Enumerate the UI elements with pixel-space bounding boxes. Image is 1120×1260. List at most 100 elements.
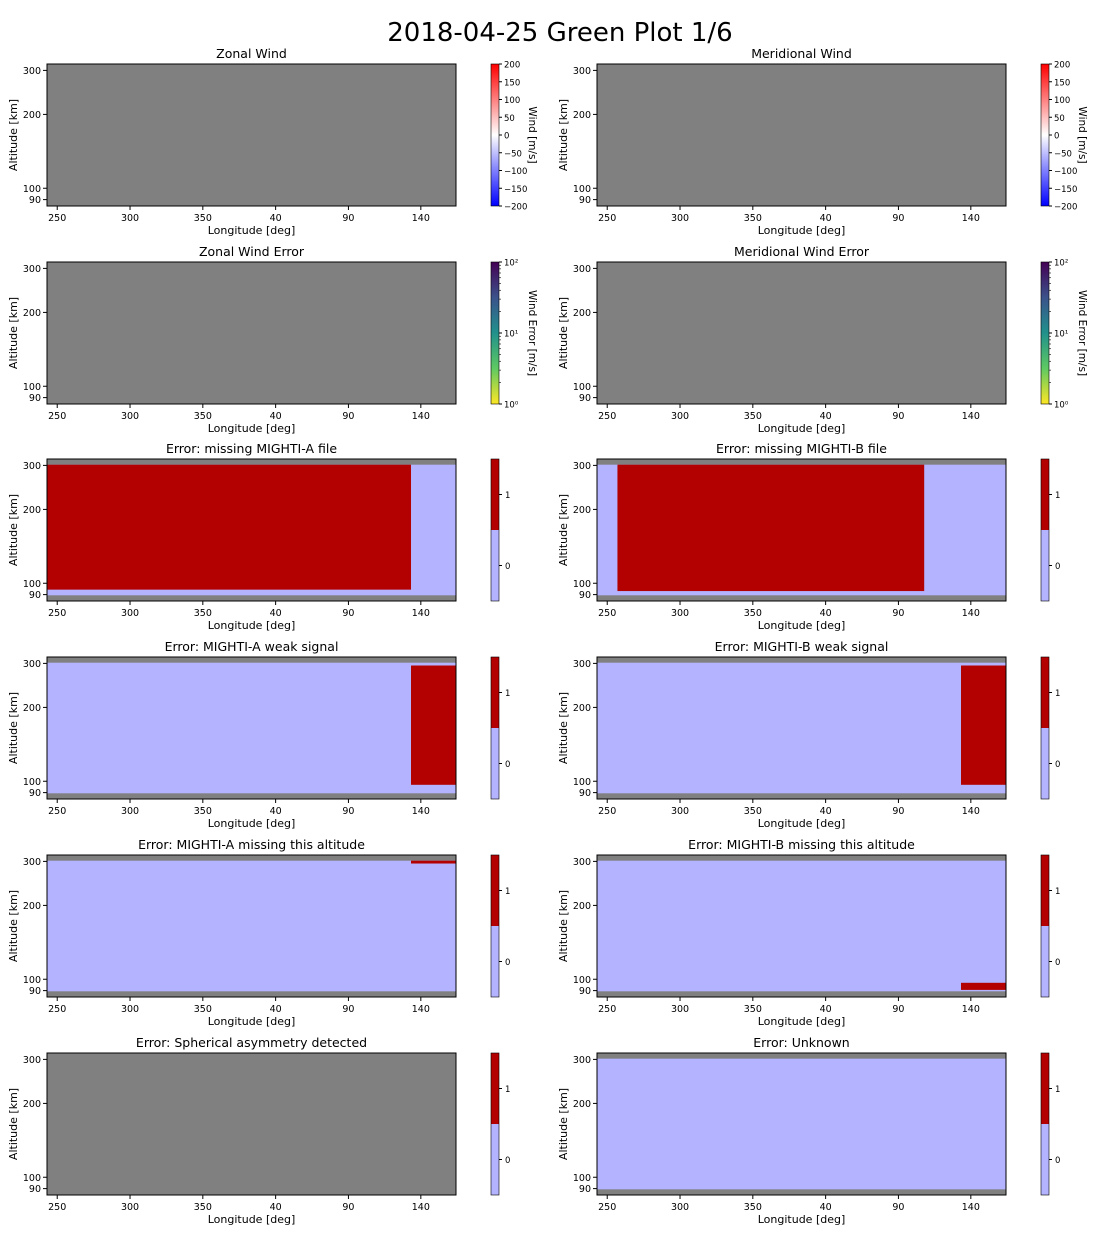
colorbar-tick-label: 0 bbox=[504, 132, 509, 142]
colorbar bbox=[490, 261, 500, 405]
y-tick-label: 200 bbox=[573, 901, 591, 912]
y-tick-label: 90 bbox=[29, 986, 41, 997]
x-axis-label: Longitude [deg] bbox=[208, 817, 296, 830]
colorbar bbox=[1040, 261, 1050, 405]
panel-title: Meridional Wind Error bbox=[734, 244, 870, 259]
x-tick-label: 300 bbox=[121, 1004, 139, 1015]
x-tick-label: 350 bbox=[194, 608, 212, 619]
panel-title: Error: missing MIGHTI-A file bbox=[166, 441, 337, 456]
x-tick-label: 140 bbox=[412, 213, 430, 224]
panel-12: Error: Unknown 250 300 350 40 90 140 Longitude … bbox=[557, 1035, 1060, 1226]
y-tick-label: 100 bbox=[573, 382, 591, 393]
colorbar bbox=[1040, 854, 1050, 998]
x-axis-label: Longitude [deg] bbox=[758, 619, 846, 632]
y-tick-label: 100 bbox=[573, 184, 591, 195]
colorbar-segment-on bbox=[1041, 657, 1049, 728]
colorbar bbox=[1040, 63, 1050, 207]
colorbar bbox=[1040, 656, 1050, 800]
colorbar-segment-on bbox=[491, 657, 499, 728]
y-tick-label: 300 bbox=[573, 857, 591, 868]
colorbar-tick-label: −150 bbox=[1054, 185, 1077, 195]
x-tick-label: 350 bbox=[744, 213, 762, 224]
colorbar-tick-label: 1 bbox=[1055, 689, 1060, 699]
colorbar-segment-on bbox=[1041, 459, 1049, 530]
panel-2: Meridional Wind 250 300 350 40 90 140 Longitude… bbox=[557, 46, 1088, 237]
colorbar-segment-off bbox=[1041, 728, 1049, 799]
x-tick-label: 40 bbox=[820, 608, 832, 619]
panel-title: Error: missing MIGHTI-B file bbox=[716, 441, 887, 456]
x-tick-label: 250 bbox=[598, 213, 616, 224]
colorbar-label: Wind Error [m/s] bbox=[1076, 290, 1088, 376]
colorbar bbox=[1040, 458, 1050, 602]
colorbar-tick-label: 100 bbox=[1054, 96, 1070, 106]
colorbar-tick-label: 0 bbox=[505, 562, 510, 572]
panel-1: Zonal Wind 250 300 350 40 90 140 Longitude [deg… bbox=[7, 46, 538, 237]
colorbar-tick-label: 1 bbox=[505, 689, 510, 699]
y-tick-label: 100 bbox=[23, 579, 41, 590]
x-axis-label: Longitude [deg] bbox=[208, 1015, 296, 1028]
colorbar-tick-label: 1 bbox=[505, 887, 510, 897]
flag-off-area bbox=[47, 662, 456, 794]
x-tick-label: 250 bbox=[598, 1004, 616, 1015]
x-tick-label: 140 bbox=[412, 411, 430, 422]
panel-title: Error: Unknown bbox=[753, 1035, 849, 1050]
y-tick-label: 300 bbox=[573, 1055, 591, 1066]
colorbar-segment-on bbox=[491, 855, 499, 926]
y-tick-label: 300 bbox=[23, 461, 41, 472]
x-tick-label: 90 bbox=[892, 608, 904, 619]
colorbar-tick-label: −50 bbox=[504, 149, 522, 159]
no-data-area bbox=[597, 262, 1006, 404]
x-axis-label: Longitude [deg] bbox=[758, 817, 846, 830]
colorbar-segment-off bbox=[491, 926, 499, 997]
y-tick-label: 200 bbox=[573, 1099, 591, 1110]
y-tick-label: 90 bbox=[579, 986, 591, 997]
y-tick-label: 300 bbox=[573, 264, 591, 275]
y-tick-label: 100 bbox=[573, 975, 591, 986]
x-tick-label: 250 bbox=[598, 608, 616, 619]
axes-frame bbox=[596, 458, 1007, 602]
x-tick-label: 90 bbox=[342, 411, 354, 422]
y-tick-label: 100 bbox=[23, 1173, 41, 1184]
x-axis-label: Longitude [deg] bbox=[758, 422, 846, 435]
x-tick-label: 300 bbox=[121, 213, 139, 224]
y-axis-label: Altitude [km] bbox=[7, 890, 20, 962]
y-tick-label: 200 bbox=[573, 505, 591, 516]
colorbar-tick-label: 0 bbox=[1054, 132, 1059, 142]
y-tick-label: 90 bbox=[579, 1184, 591, 1195]
x-tick-label: 90 bbox=[342, 806, 354, 817]
flag-region-1 bbox=[961, 982, 1006, 990]
x-tick-label: 40 bbox=[270, 608, 282, 619]
colorbar-tick-label: −150 bbox=[504, 185, 527, 195]
x-tick-label: 350 bbox=[744, 411, 762, 422]
x-tick-label: 90 bbox=[342, 1004, 354, 1015]
y-tick-label: 90 bbox=[29, 590, 41, 601]
x-tick-label: 350 bbox=[744, 608, 762, 619]
x-tick-label: 250 bbox=[48, 213, 66, 224]
no-data-area bbox=[47, 64, 456, 206]
y-tick-label: 200 bbox=[23, 308, 41, 319]
colorbar-tick-label: 200 bbox=[1054, 61, 1070, 71]
y-tick-label: 90 bbox=[579, 393, 591, 404]
x-tick-label: 40 bbox=[270, 1202, 282, 1213]
y-axis-label: Altitude [km] bbox=[557, 1088, 570, 1160]
x-tick-label: 350 bbox=[194, 213, 212, 224]
x-tick-label: 140 bbox=[962, 411, 980, 422]
x-tick-label: 140 bbox=[962, 1202, 980, 1213]
colorbar bbox=[490, 854, 500, 998]
y-tick-label: 200 bbox=[23, 505, 41, 516]
flag-region-1 bbox=[411, 665, 456, 785]
flag-region-1 bbox=[617, 464, 925, 592]
colorbar-tick-label: 1 bbox=[1055, 887, 1060, 897]
x-tick-label: 140 bbox=[962, 213, 980, 224]
colorbar-label: Wind [m/s] bbox=[526, 106, 538, 163]
colorbar-tick-label: 50 bbox=[1054, 114, 1065, 124]
x-tick-label: 140 bbox=[962, 806, 980, 817]
x-tick-label: 90 bbox=[892, 411, 904, 422]
x-tick-label: 140 bbox=[412, 1004, 430, 1015]
flag-region-1 bbox=[411, 860, 456, 864]
colorbar-label: Wind Error [m/s] bbox=[526, 290, 538, 376]
x-tick-label: 40 bbox=[820, 1004, 832, 1015]
colorbar-segment-off bbox=[1041, 530, 1049, 601]
flag-region-1 bbox=[961, 665, 1006, 785]
x-tick-label: 90 bbox=[892, 213, 904, 224]
